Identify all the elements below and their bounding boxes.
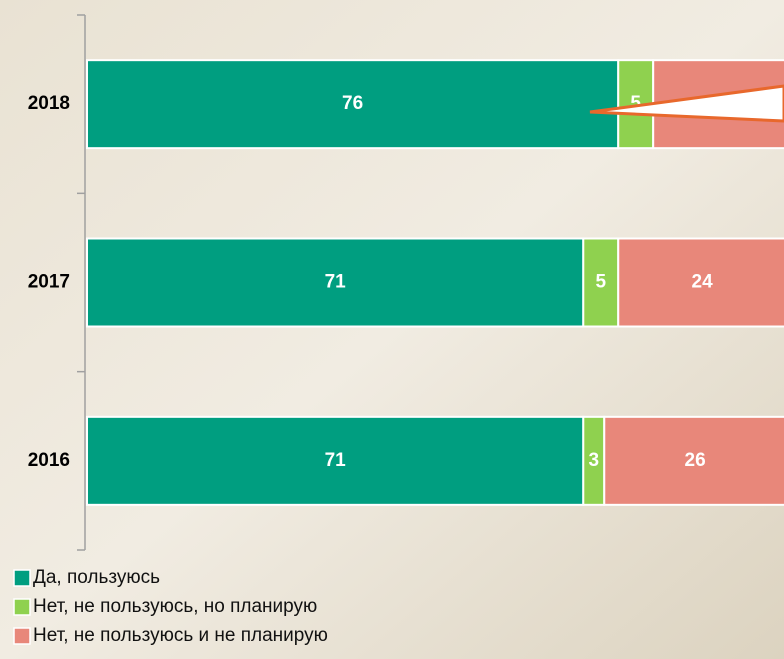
- legend-label: Да, пользуюсь: [33, 567, 160, 588]
- value-label: 5: [595, 272, 606, 293]
- legend-swatch: [13, 598, 31, 616]
- value-label: 71: [325, 450, 347, 471]
- value-label: 26: [685, 450, 706, 471]
- bar-segment: [86, 59, 620, 150]
- legend: Да, пользуюсь Нет, не пользуюсь, но плани…: [13, 567, 328, 646]
- value-label: 3: [588, 450, 599, 471]
- plot: 201876519201771524201671326: [28, 14, 784, 551]
- bar-segment: [617, 237, 784, 328]
- value-label: 76: [342, 93, 363, 114]
- legend-label: Нет, не пользуюсь и не планирую: [33, 625, 328, 646]
- legend-swatch: [13, 569, 31, 587]
- callout: [589, 84, 784, 123]
- value-label: 24: [692, 272, 714, 293]
- bar-segment: [603, 415, 784, 506]
- value-label: 5: [630, 93, 641, 114]
- bar-segment: [86, 237, 585, 328]
- category-label: 2017: [28, 272, 70, 293]
- category-label: 2018: [28, 93, 70, 114]
- legend-swatch: [13, 627, 31, 645]
- legend-label: Нет, не пользуюсь, но планирую: [33, 596, 317, 617]
- category-label: 2016: [28, 450, 70, 471]
- callout-pointer: [589, 84, 784, 123]
- value-label: 71: [325, 272, 347, 293]
